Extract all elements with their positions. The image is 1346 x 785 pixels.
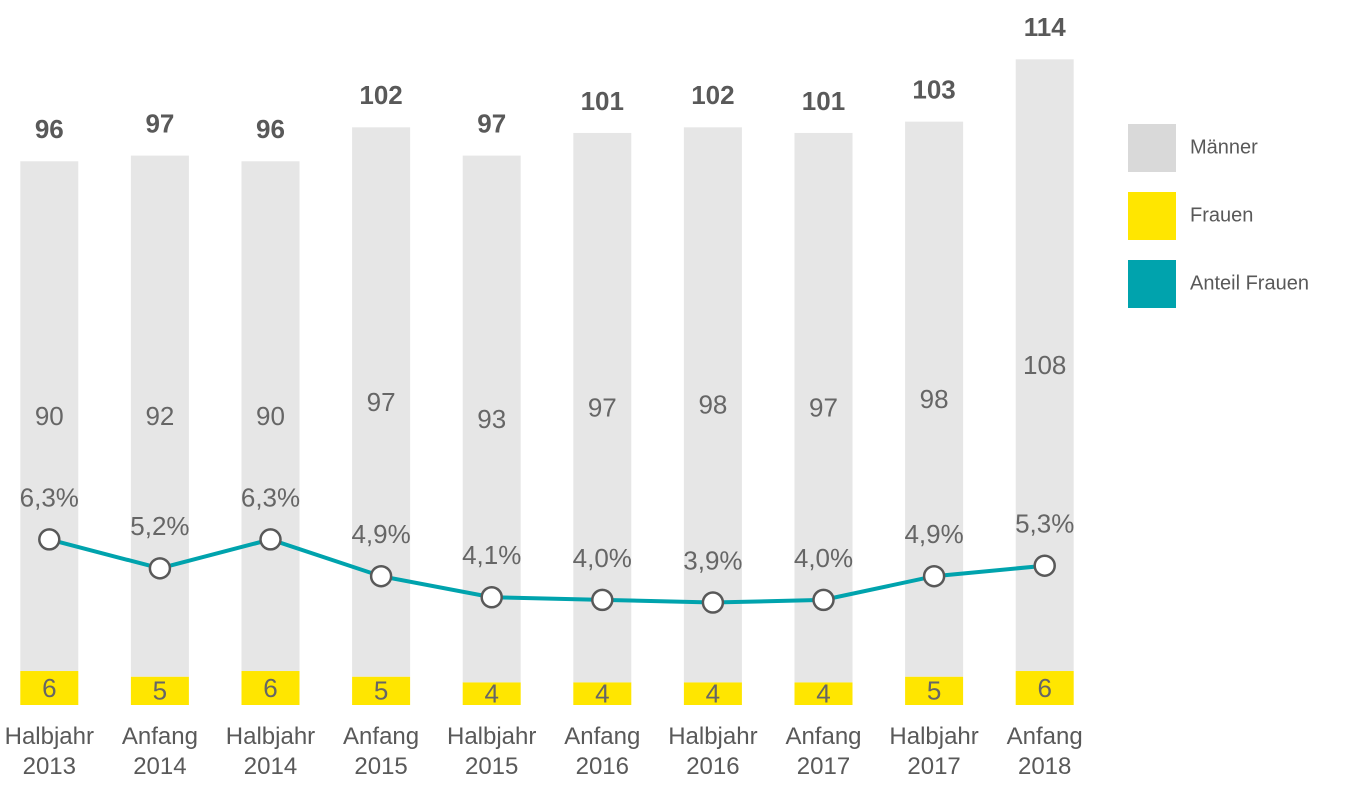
value-label: 4: [706, 679, 720, 709]
total-label: 97: [477, 108, 506, 138]
value-label: 92: [145, 401, 174, 431]
bar-segment: [683, 127, 742, 683]
line-marker: [38, 528, 61, 551]
x-tick-label: Halbjahr 2016: [668, 723, 758, 780]
line-marker: [480, 586, 503, 609]
x-tick-label: Anfang 2015: [343, 723, 420, 780]
line-marker: [812, 588, 835, 612]
line: [48, 537, 1045, 605]
line-label: 4,9%: [904, 519, 963, 549]
total-label: 96: [256, 114, 285, 144]
bar-segment: [462, 682, 521, 705]
value-label: 98: [920, 384, 949, 414]
value-label: 6: [263, 673, 277, 703]
bar-segment: [352, 676, 411, 705]
line-marker: [369, 564, 393, 588]
x-tick-label: Halbjahr 2015: [446, 723, 537, 780]
x-tick-label: Halbjahr 2013: [4, 723, 94, 780]
value-label: 97: [588, 393, 617, 423]
line-label: 4,0%: [573, 543, 632, 573]
x-tick-label: Halbjahr 2014: [225, 723, 316, 780]
value-label: 98: [698, 390, 727, 420]
line-marker: [148, 557, 172, 580]
legend-label: Anteil Frauen: [1190, 272, 1309, 294]
value-label: 6: [1037, 673, 1051, 703]
bar-segment: [130, 676, 189, 705]
bar-segment: [20, 671, 79, 705]
line-label: 5,3%: [1015, 509, 1074, 539]
value-label: 4: [816, 679, 830, 709]
total-label: 102: [691, 80, 734, 110]
bar-segment: [1015, 671, 1074, 705]
line-marker: [922, 564, 946, 588]
x-tick-label: Anfang 2014: [121, 723, 198, 780]
line-label: 4,1%: [462, 540, 521, 570]
line-marker: [701, 591, 725, 614]
line-label: 6,3%: [241, 482, 300, 512]
x-tick-label: Anfang 2017: [785, 723, 862, 780]
value-label: 90: [35, 401, 64, 431]
value-label: 4: [484, 679, 498, 709]
bar-segment: [20, 161, 79, 672]
legend-swatch: [1128, 260, 1176, 308]
x-tick-label: Halbjahr 2017: [889, 723, 979, 780]
value-label: 97: [809, 393, 838, 423]
bar-segment: [573, 682, 632, 705]
legend-label: Männer: [1190, 136, 1258, 158]
bar-segment: [905, 676, 964, 705]
total-label: 97: [145, 108, 174, 138]
bar-segment: [794, 682, 853, 705]
legend-label: Frauen: [1190, 204, 1253, 226]
x-tick-label: Anfang 2016: [564, 723, 641, 780]
line-marker: [1033, 554, 1056, 577]
x-tick-label: Anfang 2018: [1006, 723, 1083, 780]
line-label: 6,3%: [20, 482, 79, 512]
legend-swatch: [1128, 124, 1176, 172]
line-label: 3,9%: [683, 545, 742, 575]
value-label: 4: [595, 679, 609, 709]
bar-segment: [241, 671, 300, 705]
value-label: 5: [374, 676, 388, 706]
value-label: 5: [927, 676, 941, 706]
value-label: 108: [1023, 350, 1066, 380]
total-label: 103: [912, 75, 955, 105]
total-label: 96: [35, 114, 64, 144]
total-label: 101: [581, 86, 624, 116]
value-label: 93: [477, 404, 506, 434]
line-label: 4,9%: [351, 519, 410, 549]
bar-segment: [683, 682, 742, 705]
value-label: 6: [42, 673, 56, 703]
value-label: 90: [256, 401, 285, 431]
total-label: 101: [802, 86, 845, 116]
line-marker: [259, 528, 282, 551]
value-label: 97: [367, 387, 396, 417]
bar-segment: [130, 155, 189, 677]
line-label: 4,0%: [794, 543, 853, 573]
value-label: 5: [153, 676, 167, 706]
legend-swatch: [1128, 192, 1176, 240]
line-label: 5,2%: [130, 511, 189, 541]
total-label: 114: [1024, 12, 1066, 42]
total-label: 102: [359, 80, 402, 110]
bar-segment: [241, 161, 300, 672]
line-marker: [591, 588, 614, 612]
